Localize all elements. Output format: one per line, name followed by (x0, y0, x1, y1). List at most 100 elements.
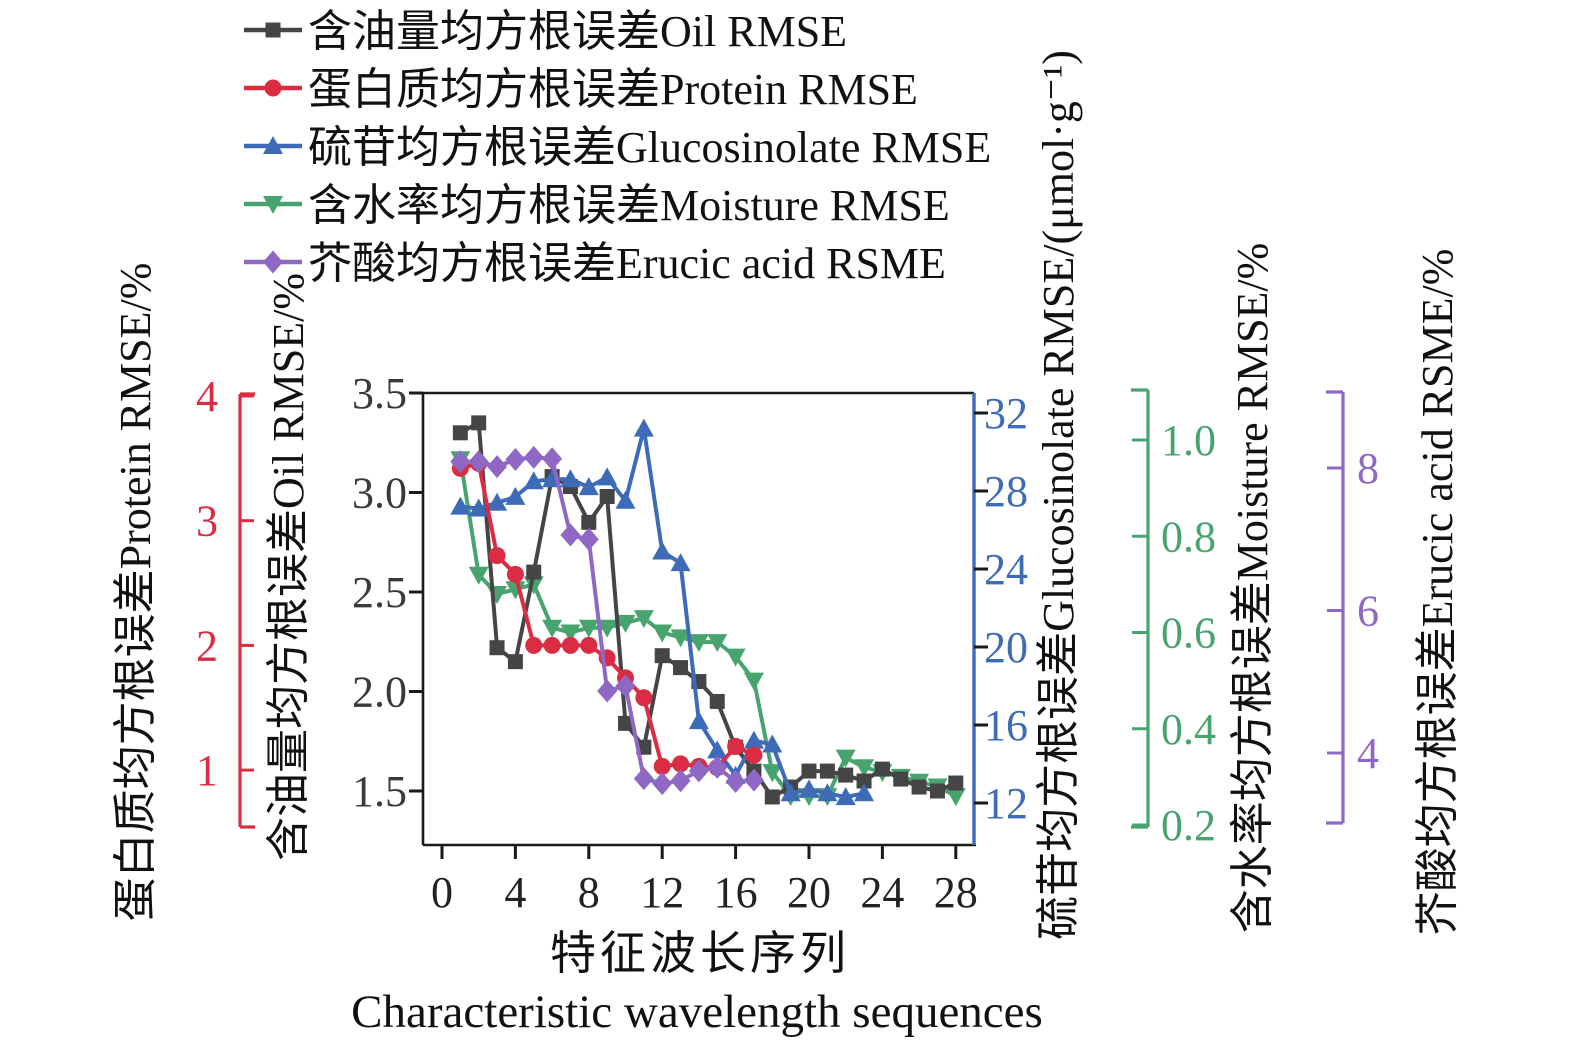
series-erucic-marker (505, 447, 526, 471)
series-moisture-line (458, 458, 957, 799)
series-oil-marker (581, 514, 597, 530)
oil-axis-title: 含油量均方根误差Oil RMSE/% (264, 273, 313, 861)
moisture-axis-title: 含水率均方根误差Moisture RMSE/% (1228, 243, 1277, 934)
legend-label-glucosinolate: 硫苷均方根误差Glucosinolate RMSE (308, 123, 991, 172)
series-moisture-marker (743, 672, 764, 691)
series-moisture-marker (707, 634, 728, 653)
series-protein-marker (745, 746, 763, 764)
series-moisture-marker (542, 619, 563, 638)
moisture-tick-label: 0.4 (1161, 705, 1216, 754)
series-oil-marker (893, 771, 909, 787)
series-protein-marker (653, 757, 671, 775)
series-erucic-marker (578, 527, 599, 551)
protein-axis-title: 蛋白质均方根误差Protein RMSE/% (111, 263, 160, 922)
series-glucosinolate-marker (854, 783, 875, 802)
series-moisture-marker (762, 764, 783, 783)
glucosinolate-tick-label: 24 (984, 545, 1028, 594)
series-moisture-marker (670, 629, 691, 648)
series-protein-marker (635, 689, 653, 707)
series-erucic-marker (615, 674, 636, 698)
legend-label-erucic: 芥酸均方根误差Erucic acid RSME (308, 239, 946, 288)
moisture-tick-label: 0.6 (1161, 609, 1216, 658)
series-erucic-marker (725, 770, 746, 793)
series-oil-marker (709, 693, 725, 709)
protein-tick-label: 4 (196, 372, 218, 421)
x-tick-label: 24 (860, 868, 904, 917)
legend-marker-oil (265, 22, 281, 38)
series-oil-marker (599, 488, 615, 504)
axis-glucosinolate: 32 28 24 20 16 12 硫苷均方根误差Glucosinolate RMSE/(μ… (974, 50, 1083, 940)
series-protein-marker (543, 636, 561, 654)
legend-marker-erucic (263, 250, 283, 274)
glucosinolate-tick-label: 12 (984, 779, 1028, 828)
x-axis-title-cn: 特征波长序列 (550, 928, 850, 979)
x-tick-label: 12 (640, 868, 684, 917)
erucic-tick-label: 8 (1357, 444, 1379, 493)
series-moisture-marker (487, 586, 508, 604)
series-glucosinolate-marker (615, 490, 636, 509)
series-oil-marker (764, 789, 780, 805)
legend-item-erucic: 芥酸均方根误差Erucic acid RSME (244, 239, 946, 288)
series-erucic-marker (487, 455, 508, 479)
series-oil-marker (856, 773, 872, 789)
glucosinolate-tick-label: 28 (984, 467, 1028, 516)
series-oil-marker (526, 564, 542, 580)
series-oil-marker (819, 763, 835, 779)
series-erucic-marker (450, 450, 471, 474)
series-glucosinolate-marker (468, 498, 489, 517)
series-oil-marker (801, 763, 817, 779)
series-glucosinolate-line (460, 428, 865, 800)
oil-tick-label: 2.5 (352, 568, 407, 617)
series-moisture-marker (560, 624, 581, 643)
series-oil-marker (471, 415, 487, 431)
series-erucic-marker (743, 768, 764, 792)
series-glucosinolate-marker (505, 486, 526, 505)
series-protein-marker (488, 547, 506, 565)
axis-protein: 4 3 2 1 蛋白质均方根误差Protein RMSE/% (111, 263, 255, 922)
series-glucosinolate-marker (817, 783, 838, 802)
glucosinolate-axis-title: 硫苷均方根误差Glucosinolate RMSE/(μmol·g⁻¹) (1034, 50, 1083, 940)
x-axis-title-en: Characteristic wavelength sequences (351, 986, 1043, 1038)
series-oil-line (459, 419, 957, 800)
series-erucic-marker (523, 445, 544, 469)
series-oil-marker (948, 775, 964, 791)
series-oil-marker (654, 648, 670, 664)
legend-label-protein: 蛋白质均方根误差Protein RMSE (308, 65, 918, 114)
x-tick-label: 20 (787, 868, 831, 917)
series-protein-marker (580, 636, 598, 654)
legend-marker-moisture (263, 196, 283, 214)
series-erucic-marker (707, 755, 728, 779)
glucosinolate-tick-label: 32 (984, 389, 1028, 438)
series-moisture-marker (835, 749, 856, 768)
series-oil-marker (618, 715, 633, 731)
series-moisture-marker (945, 788, 966, 807)
series-oil-marker (911, 779, 927, 795)
series-glucosinolate-marker (799, 779, 819, 798)
x-tick-label: 4 (504, 868, 526, 917)
series-moisture-marker (523, 576, 544, 595)
x-tick-label: 28 (934, 868, 978, 917)
series-oil-marker (874, 761, 890, 777)
series-moisture-marker (468, 566, 489, 585)
oil-tick-label: 3.0 (352, 469, 407, 518)
series-glucosinolate-marker (780, 783, 801, 802)
series-glucosinolate-marker (560, 469, 581, 488)
series-glucosinolate-marker (633, 418, 654, 437)
oil-tick-label: 1.5 (352, 767, 407, 816)
series-glucosinolate-marker (835, 787, 856, 806)
series-oil-marker (929, 783, 945, 799)
series-glucosinolate (450, 418, 875, 806)
series-glucosinolate-marker (597, 467, 618, 486)
glucosinolate-tick-label: 20 (984, 623, 1028, 672)
legend-marker-protein (264, 79, 282, 97)
series-erucic-marker (468, 450, 489, 474)
series-erucic-marker (652, 772, 673, 796)
series-protein-marker (727, 737, 745, 755)
series-moisture-marker (597, 619, 618, 638)
series-protein-marker (525, 636, 543, 654)
legend-item-oil: 含油量均方根误差Oil RMSE (244, 7, 847, 56)
glucosinolate-tick-label: 16 (984, 701, 1028, 750)
series-oil-marker (673, 660, 689, 676)
x-tick-label: 8 (578, 868, 600, 917)
